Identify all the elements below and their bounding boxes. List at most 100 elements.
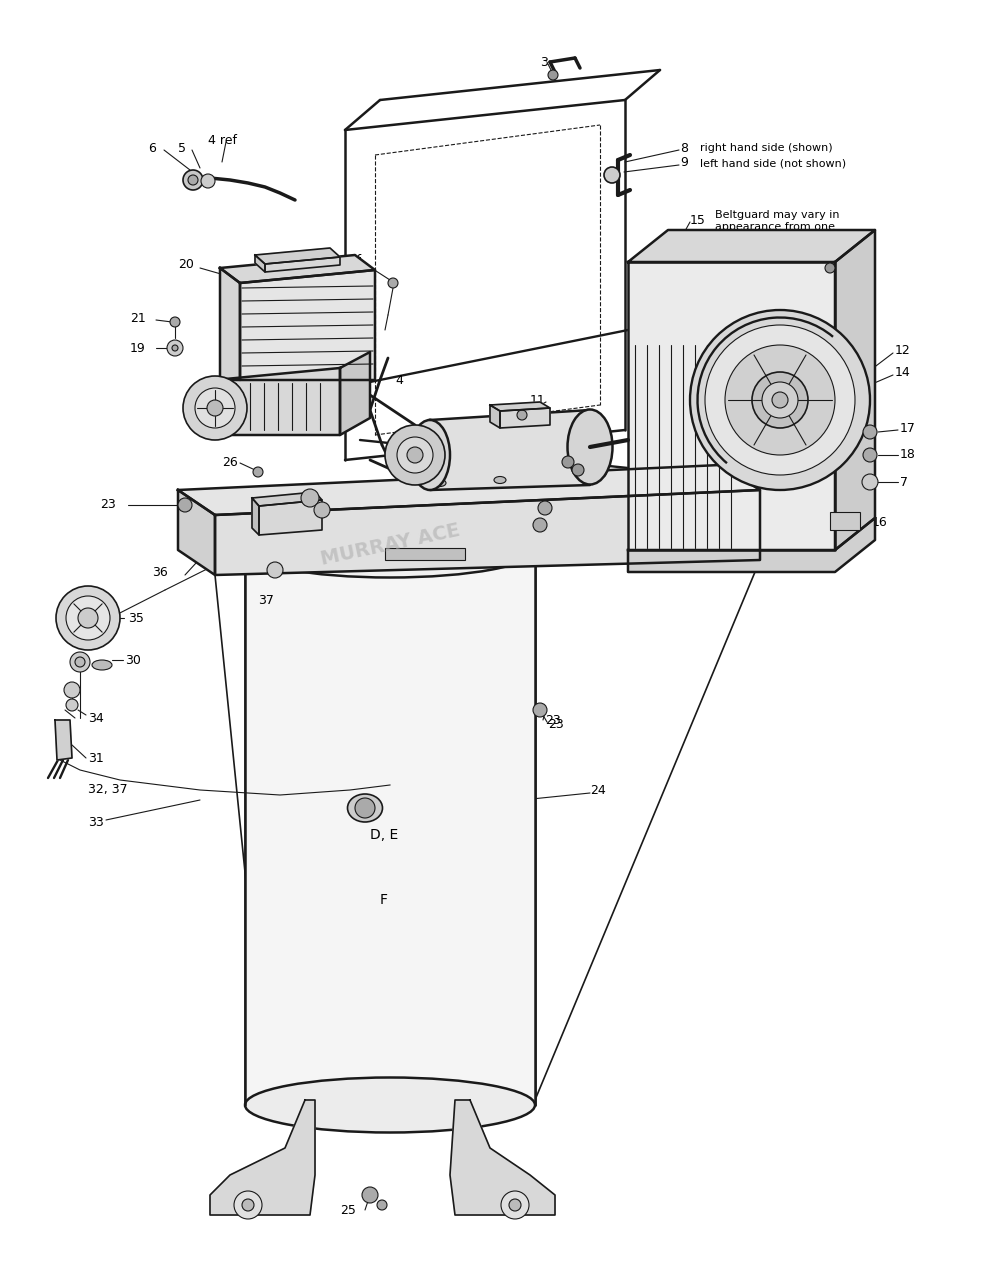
- Text: 2: 2: [555, 499, 563, 512]
- Text: 7: 7: [900, 475, 908, 489]
- Circle shape: [772, 392, 788, 408]
- Text: 1: 1: [535, 533, 543, 547]
- Circle shape: [517, 410, 527, 421]
- Polygon shape: [178, 490, 215, 575]
- Circle shape: [862, 474, 878, 490]
- Text: 14: 14: [895, 365, 911, 379]
- Polygon shape: [220, 268, 240, 380]
- Polygon shape: [628, 261, 835, 549]
- Text: 16: 16: [872, 515, 888, 528]
- Circle shape: [170, 317, 180, 327]
- Polygon shape: [450, 1100, 555, 1215]
- Ellipse shape: [568, 409, 612, 485]
- Polygon shape: [210, 1100, 315, 1215]
- Ellipse shape: [348, 794, 382, 822]
- Polygon shape: [259, 500, 322, 536]
- Circle shape: [66, 596, 110, 640]
- Circle shape: [195, 388, 235, 428]
- Circle shape: [725, 345, 835, 455]
- Text: 29: 29: [388, 556, 404, 568]
- Ellipse shape: [594, 471, 606, 477]
- Ellipse shape: [245, 523, 535, 577]
- Polygon shape: [500, 408, 550, 428]
- Text: 29: 29: [388, 558, 404, 571]
- Circle shape: [242, 1199, 254, 1211]
- Polygon shape: [628, 230, 875, 261]
- Circle shape: [355, 798, 375, 818]
- Circle shape: [56, 586, 120, 650]
- Text: 23: 23: [100, 499, 116, 512]
- Text: 34: 34: [88, 711, 104, 725]
- Text: 12: 12: [895, 344, 911, 356]
- Text: 17: 17: [900, 422, 916, 434]
- Circle shape: [538, 501, 552, 515]
- Polygon shape: [252, 498, 259, 536]
- Ellipse shape: [494, 476, 506, 484]
- Polygon shape: [265, 256, 340, 272]
- Polygon shape: [430, 410, 590, 490]
- Polygon shape: [490, 405, 500, 428]
- Text: 26: 26: [222, 456, 238, 469]
- Text: 8: 8: [680, 141, 688, 154]
- Bar: [830, 512, 860, 530]
- Text: 11: 11: [530, 394, 546, 407]
- Text: 3: 3: [540, 56, 548, 68]
- Text: 4: 4: [395, 374, 403, 386]
- Text: Beltguard may vary in
appearance from one
shown: Beltguard may vary in appearance from on…: [715, 210, 840, 244]
- Text: 32, 37: 32, 37: [88, 783, 128, 797]
- Circle shape: [253, 467, 263, 477]
- Circle shape: [183, 376, 247, 440]
- Circle shape: [207, 400, 223, 416]
- Circle shape: [172, 345, 178, 351]
- Circle shape: [70, 652, 90, 672]
- Circle shape: [397, 437, 433, 474]
- Circle shape: [690, 309, 870, 490]
- Text: 24: 24: [590, 783, 606, 797]
- Text: 5: 5: [178, 141, 186, 154]
- Text: right hand side (shown): right hand side (shown): [700, 143, 833, 153]
- Circle shape: [167, 340, 183, 356]
- Polygon shape: [215, 490, 760, 575]
- Ellipse shape: [245, 1077, 535, 1133]
- Circle shape: [388, 278, 398, 288]
- Polygon shape: [215, 368, 340, 434]
- Circle shape: [301, 489, 319, 506]
- Circle shape: [183, 171, 203, 189]
- Text: 31: 31: [88, 751, 104, 764]
- Ellipse shape: [410, 421, 450, 490]
- Polygon shape: [178, 465, 760, 515]
- Circle shape: [75, 657, 85, 667]
- Polygon shape: [490, 402, 550, 410]
- Polygon shape: [340, 352, 370, 434]
- Circle shape: [314, 501, 330, 518]
- Text: 23: 23: [545, 714, 561, 726]
- Circle shape: [64, 682, 80, 698]
- Circle shape: [509, 1199, 521, 1211]
- Polygon shape: [220, 255, 375, 283]
- Ellipse shape: [92, 661, 112, 669]
- Text: 25: 25: [340, 1204, 356, 1216]
- Circle shape: [604, 167, 620, 183]
- Circle shape: [234, 1191, 262, 1219]
- Polygon shape: [255, 248, 340, 264]
- Circle shape: [66, 698, 78, 711]
- Circle shape: [562, 456, 574, 469]
- Polygon shape: [255, 255, 265, 272]
- Text: 27: 27: [328, 484, 344, 496]
- Text: 37: 37: [258, 594, 274, 606]
- Text: 4 ref: 4 ref: [208, 134, 237, 147]
- Circle shape: [863, 426, 877, 440]
- Circle shape: [267, 562, 283, 578]
- Text: 9: 9: [680, 157, 688, 169]
- Text: 28: 28: [326, 505, 342, 519]
- Text: left hand side (not shown): left hand side (not shown): [700, 158, 846, 168]
- Polygon shape: [835, 230, 875, 549]
- Circle shape: [78, 608, 98, 628]
- Text: 8 ref: 8 ref: [332, 254, 361, 266]
- Circle shape: [201, 174, 215, 188]
- Text: 30: 30: [125, 653, 141, 667]
- Polygon shape: [628, 518, 875, 572]
- Circle shape: [501, 1191, 529, 1219]
- Circle shape: [863, 448, 877, 462]
- Text: 13: 13: [855, 259, 871, 272]
